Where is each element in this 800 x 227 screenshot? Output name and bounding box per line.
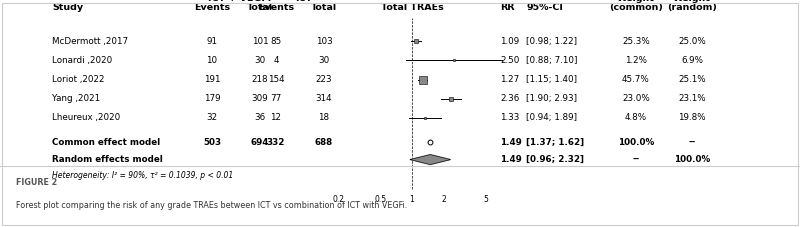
Text: 30: 30 [254, 56, 266, 65]
Text: 85: 85 [270, 37, 282, 46]
Text: (random): (random) [667, 2, 717, 12]
Text: [1.90; 2.93]: [1.90; 2.93] [526, 94, 578, 103]
Text: 332: 332 [267, 138, 285, 147]
Text: 1: 1 [410, 195, 414, 204]
Text: 4: 4 [274, 56, 278, 65]
Text: 218: 218 [252, 75, 268, 84]
Text: 694: 694 [251, 138, 269, 147]
Text: 4.8%: 4.8% [625, 113, 647, 122]
Text: [0.98; 1.22]: [0.98; 1.22] [526, 37, 578, 46]
Text: Weight: Weight [673, 0, 711, 3]
Text: [1.15; 1.40]: [1.15; 1.40] [526, 75, 578, 84]
Text: ICT + VEGFi: ICT + VEGFi [209, 0, 271, 3]
Text: Loriot ,2022: Loriot ,2022 [52, 75, 105, 84]
Text: 191: 191 [204, 75, 220, 84]
Text: 2: 2 [442, 195, 446, 204]
Text: Forest plot comparing the risk of any grade TRAEs between ICT vs combination of : Forest plot comparing the risk of any gr… [16, 201, 407, 210]
Text: 5: 5 [483, 195, 488, 204]
Text: 91: 91 [206, 37, 218, 46]
Text: 154: 154 [268, 75, 284, 84]
Text: 0.2: 0.2 [333, 195, 345, 204]
Text: 1.09: 1.09 [500, 37, 519, 46]
Text: FIGURE 2: FIGURE 2 [16, 178, 58, 187]
Text: 1.33: 1.33 [500, 113, 519, 122]
Text: 18: 18 [318, 113, 330, 122]
Polygon shape [410, 155, 450, 165]
Text: 30: 30 [318, 56, 330, 65]
Text: 1.27: 1.27 [500, 75, 519, 84]
Text: Events: Events [194, 2, 230, 12]
Text: 309: 309 [252, 94, 268, 103]
Text: 36: 36 [254, 113, 266, 122]
Text: 25.1%: 25.1% [678, 75, 706, 84]
Text: 25.3%: 25.3% [622, 37, 650, 46]
Text: 100.0%: 100.0% [618, 138, 654, 147]
Text: 103: 103 [316, 37, 332, 46]
Text: 101: 101 [252, 37, 268, 46]
Text: Events: Events [258, 2, 294, 12]
Text: McDermott ,2017: McDermott ,2017 [52, 37, 128, 46]
Text: 45.7%: 45.7% [622, 75, 650, 84]
Text: [0.96; 2.32]: [0.96; 2.32] [526, 155, 584, 164]
Text: Weight: Weight [617, 0, 655, 3]
Text: (common): (common) [609, 2, 663, 12]
Text: 1.49: 1.49 [500, 138, 522, 147]
Text: 314: 314 [316, 94, 332, 103]
Text: 0.5: 0.5 [374, 195, 386, 204]
Text: ICT: ICT [295, 0, 313, 3]
Text: Heterogeneity: I² = 90%, τ² = 0.1039, p < 0.01: Heterogeneity: I² = 90%, τ² = 0.1039, p … [52, 171, 234, 180]
Text: 25.0%: 25.0% [678, 37, 706, 46]
Text: Total: Total [311, 2, 337, 12]
Text: Random effects model: Random effects model [52, 155, 163, 164]
Text: Lheureux ,2020: Lheureux ,2020 [52, 113, 120, 122]
Text: [0.94; 1.89]: [0.94; 1.89] [526, 113, 578, 122]
Text: 2.36: 2.36 [500, 94, 519, 103]
Text: 95%-CI: 95%-CI [526, 2, 563, 12]
Text: Total: Total [247, 2, 273, 12]
Text: --: -- [688, 138, 696, 147]
Text: [1.37; 1.62]: [1.37; 1.62] [526, 138, 585, 147]
Text: 223: 223 [316, 75, 332, 84]
Text: 10: 10 [206, 56, 218, 65]
Text: [0.88; 7.10]: [0.88; 7.10] [526, 56, 578, 65]
Text: 1.49: 1.49 [500, 155, 522, 164]
Text: 503: 503 [203, 138, 221, 147]
Text: Lonardi ,2020: Lonardi ,2020 [52, 56, 112, 65]
Text: 32: 32 [206, 113, 218, 122]
Text: 23.0%: 23.0% [622, 94, 650, 103]
Text: 77: 77 [270, 94, 282, 103]
Text: 688: 688 [315, 138, 333, 147]
Text: 100.0%: 100.0% [674, 155, 710, 164]
Text: Total TRAEs: Total TRAEs [381, 2, 443, 12]
Text: Study: Study [52, 2, 83, 12]
Text: RR: RR [500, 2, 514, 12]
Text: 179: 179 [204, 94, 220, 103]
Text: 2.50: 2.50 [500, 56, 519, 65]
Text: 23.1%: 23.1% [678, 94, 706, 103]
Text: --: -- [632, 155, 640, 164]
Text: 1.2%: 1.2% [625, 56, 647, 65]
Text: Yang ,2021: Yang ,2021 [52, 94, 100, 103]
Text: Common effect model: Common effect model [52, 138, 160, 147]
Text: 12: 12 [270, 113, 282, 122]
Text: 19.8%: 19.8% [678, 113, 706, 122]
Text: 6.9%: 6.9% [681, 56, 703, 65]
